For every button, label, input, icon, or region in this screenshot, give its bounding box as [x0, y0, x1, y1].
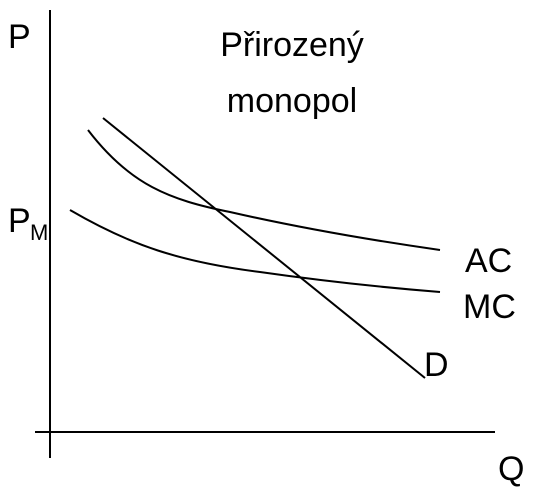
curve-label: D [424, 346, 449, 384]
demand-curve [102, 117, 426, 379]
price-label-subscript: M [30, 220, 48, 245]
curve-label: MC [463, 288, 516, 326]
mc-curve [69, 209, 441, 293]
y-axis-label: P [8, 18, 31, 56]
price-label: P [8, 202, 31, 240]
curve-label: AC [465, 242, 512, 280]
title-line: monopol [227, 82, 357, 120]
ac-curve [87, 129, 441, 251]
title-line: Přirozený [220, 26, 364, 64]
x-axis-label: Q [498, 450, 524, 488]
